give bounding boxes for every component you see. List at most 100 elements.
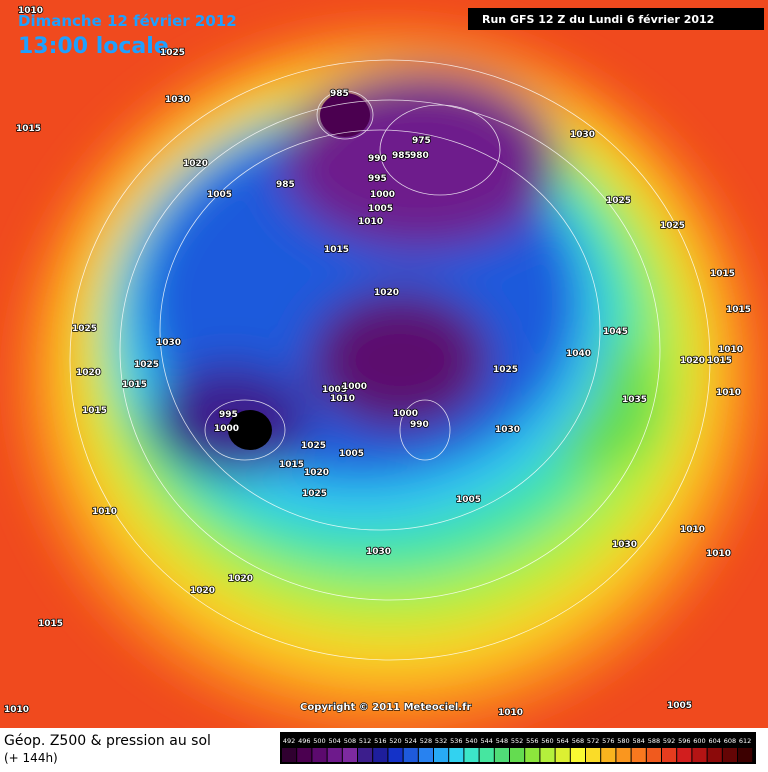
- isobar-label: 1020: [183, 159, 208, 169]
- isobar-label: 1025: [72, 324, 97, 334]
- isobar-label: 1005: [667, 701, 692, 711]
- isobar-label: 995: [219, 410, 238, 420]
- isobar-label: 1000: [393, 409, 418, 419]
- isobar-label: 1015: [122, 380, 147, 390]
- isobar-label: 985: [330, 89, 349, 99]
- scale-label: 500: [313, 737, 325, 745]
- scale-swatch: [297, 748, 312, 762]
- isobar-label: 1020: [304, 468, 329, 478]
- isobar-label: 1020: [374, 288, 399, 298]
- isobar-label: 985: [392, 151, 411, 161]
- scale-swatch: [646, 748, 661, 762]
- scale-label: 576: [602, 737, 614, 745]
- isobar-label: 1005: [456, 495, 481, 505]
- scale-swatch: [601, 748, 616, 762]
- footer-title: Géop. Z500 & pression au sol: [4, 733, 211, 749]
- isobar-label: 1010: [706, 549, 731, 559]
- isobar-label: 990: [368, 154, 387, 164]
- scale-swatch: [464, 748, 479, 762]
- scale-label: 588: [648, 737, 660, 745]
- isobar-label: 1015: [16, 124, 41, 134]
- isobar-label: 1015: [710, 269, 735, 279]
- scale-swatch: [358, 748, 373, 762]
- scale-label: 492: [283, 737, 295, 745]
- isobar-label: 1010: [18, 6, 43, 16]
- isobar-label: 1025: [160, 48, 185, 58]
- scale-swatch: [373, 748, 388, 762]
- scale-label: 600: [693, 737, 705, 745]
- scale-label: 508: [344, 737, 356, 745]
- scale-label: 524: [404, 737, 416, 745]
- isobar-label: 1045: [603, 327, 628, 337]
- scale-label: 612: [739, 737, 751, 745]
- isobar-label: 985: [276, 180, 295, 190]
- isobar-label: 1015: [726, 305, 751, 315]
- isobar-label: 1030: [366, 547, 391, 557]
- scale-label: 536: [450, 737, 462, 745]
- scale-swatch: [692, 748, 707, 762]
- isobar-label: 1030: [495, 425, 520, 435]
- isobar-label: 1015: [324, 245, 349, 255]
- scale-label: 520: [389, 737, 401, 745]
- scale-label: 560: [541, 737, 553, 745]
- isobar-label: 1010: [92, 507, 117, 517]
- time: 13:00 locale: [18, 34, 169, 59]
- scale-swatch: [662, 748, 677, 762]
- scale-swatch: [388, 748, 403, 762]
- scale-label: 564: [556, 737, 568, 745]
- isobar-label: 1005: [322, 385, 347, 395]
- isobar-label: 1015: [279, 460, 304, 470]
- isobar-label: 980: [410, 151, 429, 161]
- isobar-label: 1020: [76, 368, 101, 378]
- scale-swatch: [342, 748, 357, 762]
- scale-label: 568: [572, 737, 584, 745]
- isobar-label: 1000: [370, 190, 395, 200]
- scale-swatch: [479, 748, 494, 762]
- isobar-label: 1040: [566, 349, 591, 359]
- isobar-label: 1010: [718, 345, 743, 355]
- scale-swatch: [707, 748, 722, 762]
- scale-label: 516: [374, 737, 386, 745]
- isobar-label: 1015: [82, 406, 107, 416]
- footer-subtitle: (+ 144h): [4, 751, 58, 765]
- isobar-label: 1010: [330, 394, 355, 404]
- isobar-label: 1025: [302, 489, 327, 499]
- scale-swatch: [312, 748, 327, 762]
- isobar-label: 1025: [134, 360, 159, 370]
- scale-swatch: [586, 748, 601, 762]
- isobar-label: 1025: [493, 365, 518, 375]
- date: Dimanche 12 février 2012: [18, 12, 237, 30]
- scale-swatch: [540, 748, 555, 762]
- isobar-label: 1020: [228, 574, 253, 584]
- isobar-label: 990: [410, 420, 429, 430]
- scale-label: 496: [298, 737, 310, 745]
- isobar-label: 1020: [190, 586, 215, 596]
- isobar-label: 1025: [606, 196, 631, 206]
- scale-swatch: [631, 748, 646, 762]
- scale-label: 540: [465, 737, 477, 745]
- isobar-label: 1005: [339, 449, 364, 459]
- isobar-label: 1030: [165, 95, 190, 105]
- scale-swatch: [738, 748, 753, 762]
- isobar-label: 1010: [358, 217, 383, 227]
- scale-swatch: [418, 748, 433, 762]
- scale-label: 580: [617, 737, 629, 745]
- isobar-label: 1010: [680, 525, 705, 535]
- isobar-label: 1015: [707, 356, 732, 366]
- isobar-label: 1005: [207, 190, 232, 200]
- scale-swatch: [282, 748, 297, 762]
- scale-label: 544: [480, 737, 492, 745]
- scale-swatch: [403, 748, 418, 762]
- run-box: [468, 8, 764, 30]
- isobar-label: 975: [412, 136, 431, 146]
- isobar-label: 1025: [301, 441, 326, 451]
- scale-swatch: [616, 748, 631, 762]
- scale-swatch: [525, 748, 540, 762]
- isobar-label: 1035: [622, 395, 647, 405]
- scale-swatch: [510, 748, 525, 762]
- scale-label: 584: [632, 737, 644, 745]
- scale-swatch: [570, 748, 585, 762]
- isobar-label: 1005: [368, 204, 393, 214]
